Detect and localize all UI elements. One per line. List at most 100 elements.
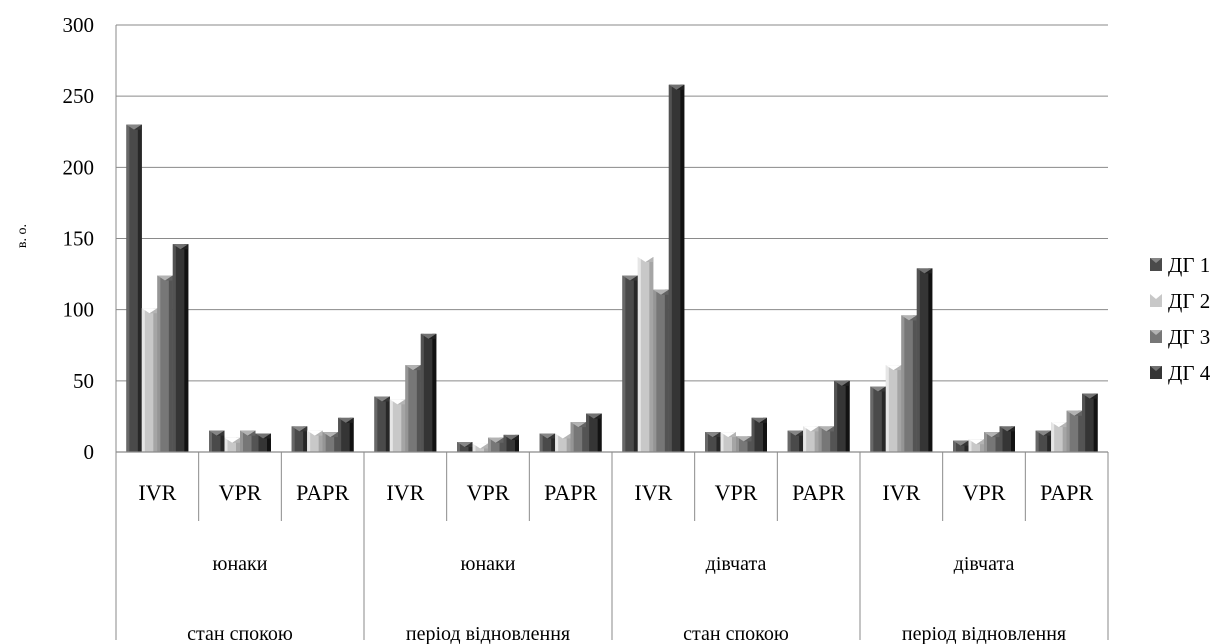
bar-highlight bbox=[457, 442, 460, 452]
bar-top bbox=[870, 386, 886, 392]
bar bbox=[389, 399, 406, 452]
group-label-level2: стан спокою bbox=[187, 623, 293, 644]
y-tick-labels: 0 50 100 150 200 250 300 bbox=[63, 13, 95, 464]
bar-shade bbox=[747, 436, 752, 452]
bar bbox=[224, 437, 240, 452]
bar-shade bbox=[995, 432, 1000, 452]
bar bbox=[1035, 430, 1052, 452]
bar-shade bbox=[137, 124, 142, 452]
bar-shade bbox=[799, 430, 804, 452]
bar-highlight bbox=[322, 432, 326, 452]
bar bbox=[736, 436, 752, 452]
bar-highlight bbox=[405, 365, 409, 452]
bar-shade bbox=[1011, 426, 1015, 452]
legend-swatch bbox=[1150, 366, 1162, 379]
bar-top bbox=[720, 432, 736, 438]
bar-highlight bbox=[172, 244, 176, 452]
bar-shade bbox=[845, 380, 850, 452]
bar bbox=[668, 84, 685, 452]
bar-shade bbox=[597, 413, 602, 452]
bar-top-side bbox=[134, 124, 142, 130]
bar bbox=[172, 244, 189, 452]
bar-top bbox=[539, 433, 556, 439]
bar-top-side bbox=[810, 426, 819, 432]
bar-highlight bbox=[953, 440, 956, 452]
bar-shade bbox=[432, 333, 437, 452]
bar-top bbox=[374, 396, 390, 402]
category-label: PAPR bbox=[1040, 480, 1093, 505]
bars bbox=[126, 84, 1098, 452]
bar-shade bbox=[401, 399, 406, 452]
legend-label: ДГ 4 bbox=[1168, 361, 1211, 385]
bar-top-side bbox=[924, 268, 933, 274]
bar-top-side bbox=[960, 440, 969, 446]
bar-top bbox=[586, 413, 602, 419]
bar bbox=[472, 443, 488, 452]
legend-swatch bbox=[1150, 294, 1162, 307]
bar-top bbox=[968, 439, 984, 445]
bar-shade bbox=[318, 430, 323, 452]
bar-top-side bbox=[991, 432, 1000, 438]
legend-label: ДГ 2 bbox=[1168, 289, 1210, 313]
bar-top bbox=[172, 244, 189, 250]
legend: ДГ 1 ДГ 2 ДГ 3 ДГ 4 bbox=[1150, 253, 1211, 385]
bar-highlight bbox=[885, 365, 889, 452]
bar-top bbox=[255, 433, 271, 439]
bar-top-side bbox=[180, 244, 189, 250]
bar-top-side bbox=[728, 432, 736, 438]
bar-top bbox=[570, 422, 587, 428]
bar bbox=[555, 433, 571, 452]
bar-top bbox=[240, 430, 256, 436]
bar bbox=[916, 268, 933, 452]
bar bbox=[457, 442, 473, 452]
bar-highlight bbox=[255, 433, 259, 452]
bar-highlight bbox=[834, 380, 838, 452]
bar-top-side bbox=[413, 365, 421, 371]
bar bbox=[209, 430, 225, 452]
group-label-level1: юнаки bbox=[213, 553, 268, 575]
bar bbox=[720, 432, 736, 452]
bar-top bbox=[291, 426, 308, 432]
bar-top-side bbox=[1058, 422, 1067, 428]
bar bbox=[705, 432, 721, 452]
bar bbox=[157, 275, 173, 452]
bar-highlight bbox=[803, 426, 807, 452]
bar-highlight bbox=[1035, 430, 1039, 452]
bar-highlight bbox=[787, 430, 791, 452]
bar-shade bbox=[303, 426, 308, 452]
bar-top-side bbox=[578, 422, 587, 428]
category-label: IVR bbox=[386, 480, 424, 505]
bar-top-side bbox=[976, 439, 984, 445]
bar-top bbox=[472, 443, 488, 449]
bar-highlight bbox=[901, 315, 905, 452]
bar-highlight bbox=[1082, 393, 1086, 452]
category-label: PAPR bbox=[544, 480, 597, 505]
bar-highlight bbox=[1066, 410, 1070, 452]
bar-shade bbox=[1093, 393, 1098, 452]
bar-top-side bbox=[464, 442, 473, 448]
bar-top-side bbox=[330, 432, 339, 438]
bar-highlight bbox=[818, 426, 822, 452]
bar-top-side bbox=[495, 437, 504, 443]
bar-shade bbox=[499, 437, 504, 452]
bar-highlight bbox=[503, 434, 507, 452]
bar-top-side bbox=[1089, 393, 1098, 399]
bar-top bbox=[999, 426, 1015, 432]
group-label-level2: стан спокою bbox=[683, 623, 789, 644]
bar-highlight bbox=[141, 308, 145, 452]
y-tick-label: 50 bbox=[73, 369, 94, 393]
bar bbox=[503, 434, 519, 452]
bar bbox=[420, 333, 437, 452]
bar bbox=[999, 426, 1015, 452]
bar bbox=[751, 417, 767, 452]
bar bbox=[984, 432, 1000, 452]
bar-shade bbox=[964, 440, 969, 452]
bar-top bbox=[224, 437, 240, 443]
bar-top-side bbox=[299, 426, 308, 432]
bar bbox=[405, 365, 421, 452]
bar-top bbox=[901, 315, 917, 321]
bar bbox=[803, 426, 819, 452]
legend-item: ДГ 3 bbox=[1150, 325, 1210, 349]
bar-shade bbox=[881, 386, 886, 452]
